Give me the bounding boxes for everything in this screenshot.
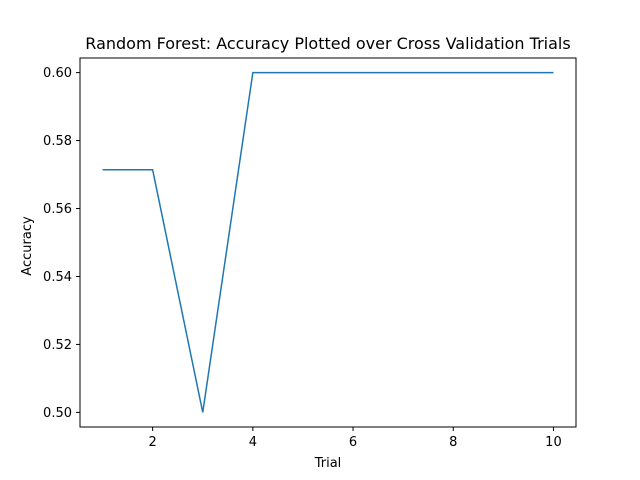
y-tick-label: 0.60 bbox=[43, 66, 72, 81]
x-tick-label: 2 bbox=[149, 435, 157, 450]
y-axis-label: Accuracy bbox=[20, 216, 35, 276]
y-tick-label: 0.54 bbox=[43, 270, 72, 285]
y-tick-label: 0.56 bbox=[43, 202, 72, 217]
series-line-0 bbox=[102, 71, 554, 413]
x-tick-label: 4 bbox=[249, 435, 257, 450]
chart-title: Random Forest: Accuracy Plotted over Cro… bbox=[85, 34, 570, 53]
y-tick-label: 0.52 bbox=[43, 338, 72, 353]
y-tick-label: 0.50 bbox=[43, 406, 72, 421]
x-tick-label: 10 bbox=[545, 435, 562, 450]
y-axis-ticks: 0.50 0.52 0.54 0.56 0.58 0.60 bbox=[43, 66, 80, 421]
x-tick-label: 6 bbox=[349, 435, 357, 450]
x-axis-label: Trial bbox=[314, 456, 342, 471]
x-axis-ticks: 2 4 6 8 10 bbox=[149, 427, 562, 450]
axes-frame bbox=[79, 57, 577, 428]
plot-area bbox=[79, 57, 577, 428]
x-tick-label: 8 bbox=[449, 435, 457, 450]
y-tick-label: 0.58 bbox=[43, 134, 72, 149]
